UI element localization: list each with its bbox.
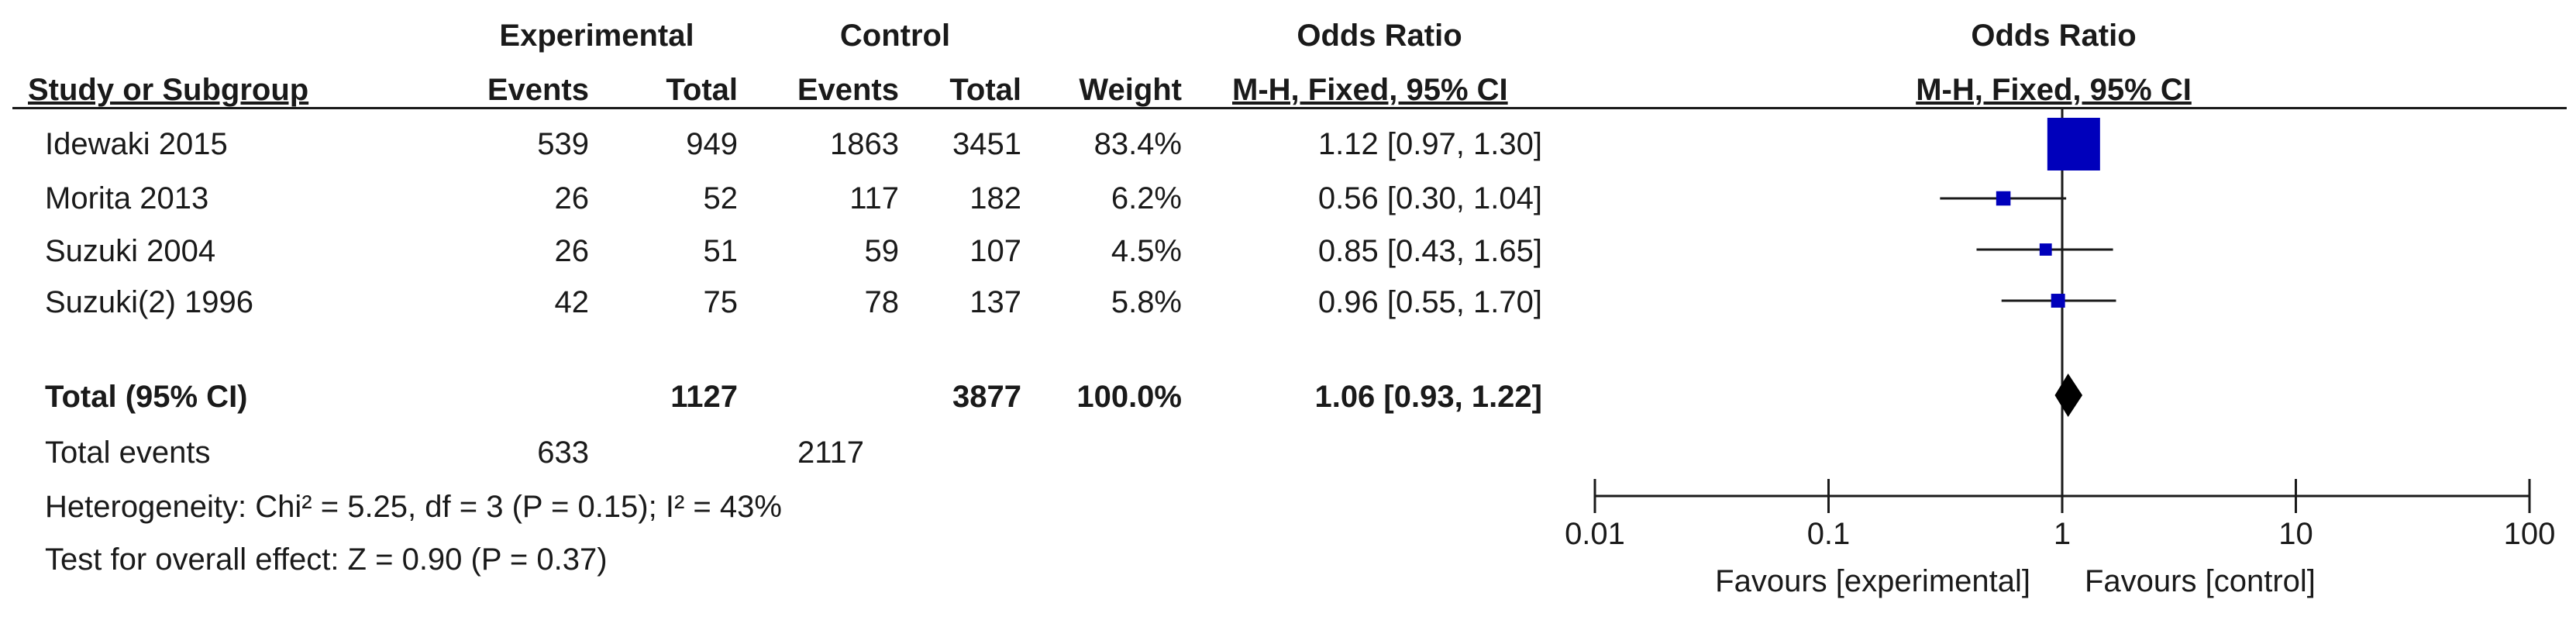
ctl-events: 78	[864, 285, 900, 319]
study-name: Suzuki(2) 1996	[45, 285, 254, 319]
control-group-header: Control	[839, 19, 951, 53]
study-marker	[2051, 294, 2065, 308]
ctl-total: 107	[969, 234, 1021, 268]
total-events-exp: 633	[537, 436, 589, 470]
exp-events-header: Events	[487, 73, 589, 107]
exp-total: 52	[703, 181, 739, 215]
ctl-total: 182	[969, 181, 1021, 215]
x-tick-label: 100	[2504, 517, 2556, 551]
x-tick-label: 1	[2054, 517, 2071, 551]
total-label: Total (95% CI)	[45, 380, 248, 414]
total-ctl-total: 3877	[952, 380, 1021, 414]
total-events-ctl: 2117	[797, 436, 864, 470]
ctl-total: 137	[969, 285, 1021, 319]
study-name: Suzuki 2004	[45, 234, 216, 268]
total-exp-total: 1127	[670, 380, 738, 414]
ctl-events-header: Events	[797, 73, 899, 107]
study-marker	[2039, 243, 2052, 256]
exp-events: 26	[554, 181, 590, 215]
plot-title: Odds Ratio	[1971, 19, 2137, 53]
study-marker	[2047, 118, 2100, 170]
exp-events: 26	[554, 234, 590, 268]
study-weight: 6.2%	[1111, 181, 1182, 215]
ctl-total: 3451	[952, 127, 1021, 161]
total-events-label: Total events	[45, 436, 211, 470]
favours-experimental-label: Favours [experimental]	[1715, 564, 2030, 598]
experimental-group-header: Experimental	[499, 19, 694, 53]
study-name: Idewaki 2015	[45, 127, 228, 161]
study-weight: 4.5%	[1111, 234, 1182, 268]
exp-total: 949	[686, 127, 738, 161]
study-marker	[1996, 191, 2011, 206]
x-tick-label: 0.1	[1807, 517, 1851, 551]
study-or-subgroup-header: Study or Subgroup	[28, 73, 309, 107]
odds-ratio-ci: 1.12 [0.97, 1.30]	[1317, 127, 1542, 161]
overall-effect-text: Test for overall effect: Z = 0.90 (P = 0…	[45, 542, 608, 577]
odds-ratio-ci: 0.56 [0.30, 1.04]	[1317, 181, 1542, 215]
x-tick-label: 10	[2278, 517, 2313, 551]
exp-total: 51	[703, 234, 739, 268]
ctl-total-header: Total	[949, 73, 1021, 107]
exp-events: 539	[537, 127, 589, 161]
favours-control-label: Favours [control]	[2085, 564, 2316, 598]
total-weight: 100.0%	[1076, 380, 1182, 414]
method-header: M-H, Fixed, 95% CI	[1232, 73, 1508, 107]
exp-total: 75	[703, 285, 739, 319]
total-odds-ratio-ci: 1.06 [0.93, 1.22]	[1314, 380, 1542, 414]
weight-header: Weight	[1079, 73, 1182, 107]
summary-diamond	[2054, 374, 2083, 417]
plot-method-header: M-H, Fixed, 95% CI	[1916, 73, 2192, 107]
x-tick-label: 0.01	[1565, 517, 1625, 551]
ctl-events: 59	[864, 234, 900, 268]
study-weight: 83.4%	[1093, 127, 1182, 161]
heterogeneity-text: Heterogeneity: Chi² = 5.25, df = 3 (P = …	[45, 490, 782, 524]
odds-ratio-header: Odds Ratio	[1297, 19, 1462, 53]
header-rule	[12, 107, 2567, 109]
ctl-events: 1863	[830, 127, 899, 161]
odds-ratio-ci: 0.96 [0.55, 1.70]	[1317, 285, 1542, 319]
exp-total-header: Total	[666, 73, 738, 107]
study-name: Morita 2013	[45, 181, 209, 215]
odds-ratio-ci: 0.85 [0.43, 1.65]	[1317, 234, 1542, 268]
study-weight: 5.8%	[1111, 285, 1182, 319]
ctl-events: 117	[849, 181, 899, 215]
exp-events: 42	[554, 285, 590, 319]
